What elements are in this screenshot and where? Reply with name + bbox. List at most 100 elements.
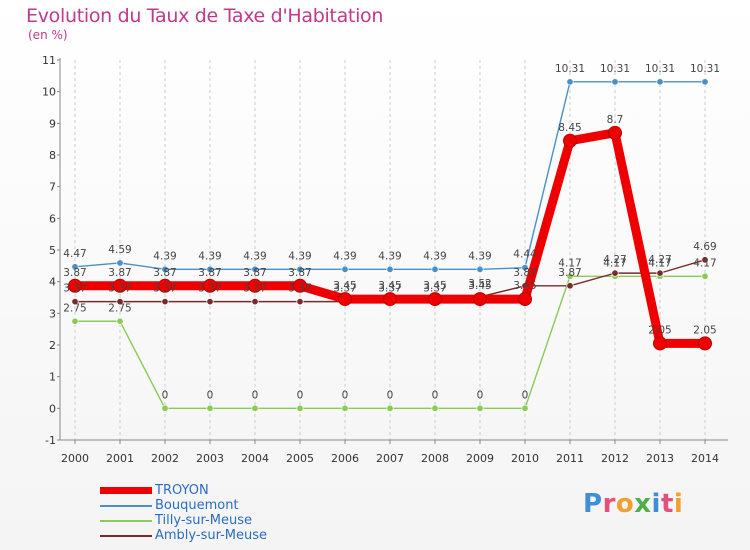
data-point xyxy=(296,265,304,273)
data-point xyxy=(158,278,172,293)
data-label: 8.45 xyxy=(558,122,581,134)
logo-letter: P xyxy=(583,489,603,519)
data-point xyxy=(251,265,259,273)
y-tick-label: 9 xyxy=(49,117,56,130)
y-tick-label: 8 xyxy=(49,149,56,162)
y-tick-label: 0 xyxy=(49,402,56,415)
data-label: 10.31 xyxy=(690,63,720,75)
data-label: 3.37 xyxy=(198,283,221,295)
logo-letter: r xyxy=(602,489,616,519)
proxiti-logo: Proxiti xyxy=(583,489,683,519)
data-label: 4.59 xyxy=(108,244,131,256)
data-point xyxy=(656,78,664,86)
data-label: 0 xyxy=(477,389,484,401)
data-point xyxy=(566,282,574,290)
data-label: 3.87 xyxy=(288,267,311,279)
data-point xyxy=(68,278,82,293)
data-point xyxy=(206,298,214,306)
data-point xyxy=(71,298,79,306)
data-label: 4.39 xyxy=(468,250,491,262)
x-tick-label: 2011 xyxy=(556,452,584,465)
x-tick-label: 2008 xyxy=(421,452,449,465)
data-label: 3.45 xyxy=(468,280,491,292)
data-label: 4.17 xyxy=(558,257,581,269)
data-label: 0 xyxy=(207,389,214,401)
x-tick-label: 2007 xyxy=(376,452,404,465)
data-point xyxy=(566,78,574,86)
data-point xyxy=(611,78,619,86)
data-label: 3.87 xyxy=(153,267,176,279)
data-point xyxy=(431,404,439,412)
data-point xyxy=(608,125,622,140)
legend-label: Tilly-sur-Meuse xyxy=(155,513,252,528)
data-label: 4.27 xyxy=(603,254,626,266)
data-point xyxy=(611,269,619,277)
x-tick-label: 2012 xyxy=(601,452,629,465)
y-tick-label: 4 xyxy=(49,276,56,289)
data-label: 4.17 xyxy=(693,257,716,269)
legend-swatch xyxy=(100,505,152,507)
data-point xyxy=(701,256,709,264)
y-tick-label: 7 xyxy=(49,181,56,194)
data-point xyxy=(71,317,79,325)
data-label: 2.75 xyxy=(63,302,86,314)
legend-label: Bouquemont xyxy=(155,498,239,513)
data-point xyxy=(161,265,169,273)
axis-layer: -1 0 1 2 3 4 5 6 7 8 9 10 11 2000 2001 2002 2003 2004 2005… xyxy=(42,54,728,465)
data-point xyxy=(566,272,574,280)
data-point xyxy=(296,298,304,306)
legend-label: TROYON xyxy=(155,483,209,498)
data-label: 3.37 xyxy=(378,283,401,295)
data-label: 4.44 xyxy=(513,249,537,261)
x-tick-label: 2005 xyxy=(286,452,314,465)
data-label: 4.17 xyxy=(603,257,626,269)
y-tick-label: 11 xyxy=(42,54,56,67)
x-tick-label: 2009 xyxy=(466,452,494,465)
chart-title: Evolution du Taux de Taxe d'Habitation xyxy=(26,5,384,27)
data-point xyxy=(431,265,439,273)
data-point xyxy=(428,292,442,307)
data-label: 3.45 xyxy=(333,280,356,292)
data-label: 3.52 xyxy=(468,278,491,290)
data-point xyxy=(521,404,529,412)
data-label: 4.39 xyxy=(288,250,311,262)
data-label: 3.87 xyxy=(198,267,221,279)
data-point xyxy=(113,278,127,293)
data-point xyxy=(206,265,214,273)
x-tick-label: 2000 xyxy=(61,452,89,465)
data-point xyxy=(161,404,169,412)
data-point xyxy=(473,292,487,307)
data-label: 8.7 xyxy=(607,114,624,126)
data-point xyxy=(203,278,217,293)
data-label: 10.31 xyxy=(600,63,630,75)
x-tick-label: 2010 xyxy=(511,452,539,465)
data-label: 3.37 xyxy=(423,283,446,295)
data-label: 4.17 xyxy=(648,257,671,269)
data-label: 3.87 xyxy=(243,267,266,279)
data-point xyxy=(116,317,124,325)
data-point xyxy=(116,298,124,306)
data-label: 4.39 xyxy=(243,250,266,262)
data-label: 3.37 xyxy=(243,283,266,295)
data-label-layer: 3.87 3.87 3.87 3.87 3.87 3.873.45 3.45 3.45 3.45… xyxy=(63,63,720,401)
data-label: 0 xyxy=(387,389,394,401)
x-tick-label: 2014 xyxy=(691,452,719,465)
data-label: 0 xyxy=(342,389,349,401)
data-label: 4.39 xyxy=(153,250,176,262)
logo-letter: i xyxy=(673,489,684,519)
legend-swatch xyxy=(100,535,152,537)
legend-label: Ambly-sur-Meuse xyxy=(155,528,268,543)
data-label: 0 xyxy=(162,389,169,401)
legend-swatch xyxy=(100,487,152,494)
x-tick-label: 2004 xyxy=(241,452,269,465)
data-label: 3.37 xyxy=(288,283,311,295)
logo-letter: i xyxy=(651,489,661,519)
data-label: 3.37 xyxy=(333,283,356,295)
data-point xyxy=(161,298,169,306)
data-label: 3.37 xyxy=(63,283,86,295)
data-label: 3.45 xyxy=(513,280,536,292)
data-label: 4.69 xyxy=(693,241,716,253)
data-point xyxy=(293,278,307,293)
data-label: 0 xyxy=(432,389,439,401)
data-label: 10.31 xyxy=(645,63,675,75)
